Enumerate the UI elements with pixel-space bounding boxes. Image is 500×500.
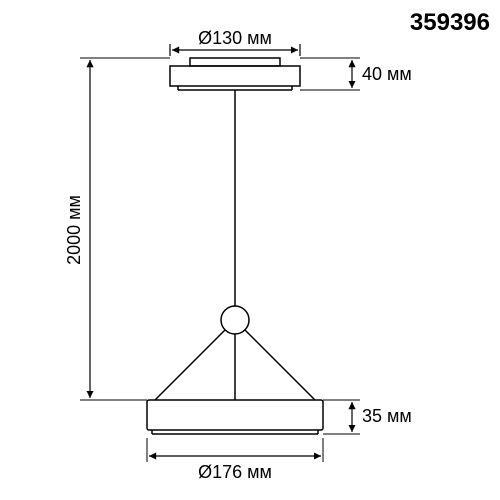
suspension-wire [155,330,225,400]
dim-fixture-diameter: Ø176 мм [198,462,272,482]
suspension-wire [245,330,315,400]
pendant-light-diagram: 359396 Ø130 мм 40 мм 2000 мм 35 мм [0,0,500,500]
ball-joint [221,306,249,334]
dim-cable-length: 2000 мм [64,195,84,265]
dim-canopy-diameter: Ø130 мм [198,28,272,48]
dim-canopy-height: 40 мм [362,64,412,84]
dim-fixture-height: 35 мм [362,406,412,426]
canopy [170,58,300,90]
fixture-body [147,400,323,434]
product-code: 359396 [410,9,490,36]
